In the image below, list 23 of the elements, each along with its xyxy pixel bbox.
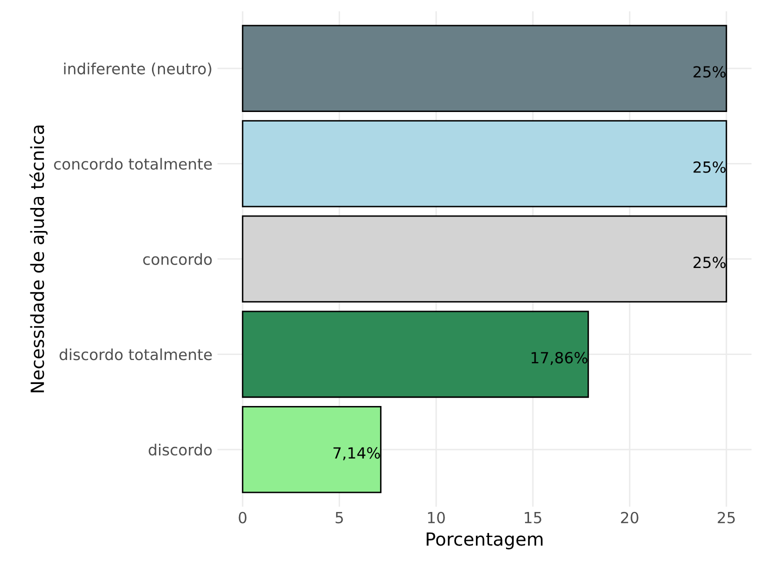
bar — [242, 24, 728, 112]
data-label: 7,14% — [334, 447, 380, 460]
x-tick-label: 15 — [524, 512, 542, 524]
y-tick-label: concordo totalmente — [54, 158, 212, 170]
data-label: 25% — [694, 66, 726, 78]
y-tick-label: indiferente (neutro) — [64, 62, 212, 76]
bar — [242, 310, 589, 398]
x-axis-title: Porcentagem — [426, 532, 543, 550]
bar — [242, 406, 382, 494]
x-tick-label: 5 — [336, 512, 343, 524]
data-label: 25% — [694, 256, 726, 268]
bar — [242, 215, 728, 303]
x-tick-label: 20 — [621, 512, 638, 524]
y-tick-label: discordo — [148, 444, 212, 456]
y-axis-title: Necessidade de ajuda técnica — [29, 126, 48, 392]
bar — [242, 120, 728, 208]
x-tick-label: 0 — [238, 512, 246, 524]
data-label: 17,86% — [532, 352, 588, 366]
x-tick-label: 25 — [718, 512, 735, 524]
y-tick-label: discordo totalmente — [60, 348, 212, 360]
y-tick-label: concordo — [143, 253, 212, 265]
x-tick-label: 10 — [428, 512, 445, 524]
data-label: 25% — [694, 161, 726, 173]
